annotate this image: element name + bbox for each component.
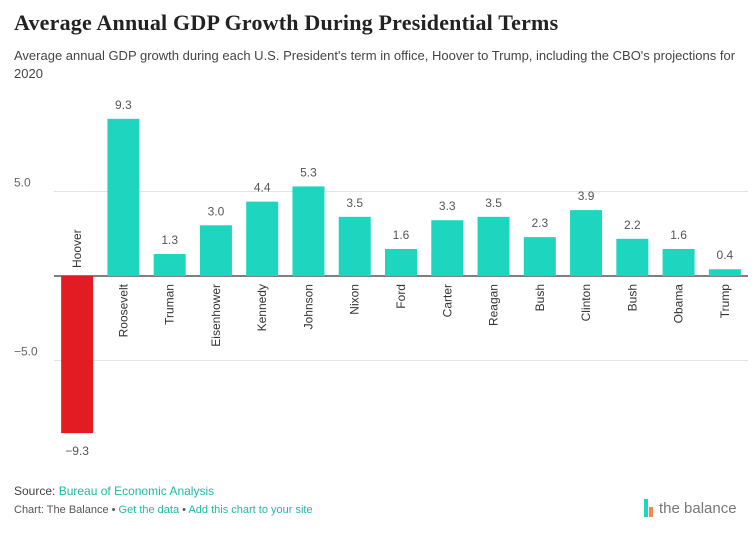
chart-subtitle: Average annual GDP growth during each U.…	[14, 48, 736, 81]
get-data-link[interactable]: Get the data	[118, 504, 180, 516]
category-label: Bush	[533, 284, 547, 311]
source-line: Source: Bureau of Economic Analysis	[14, 484, 214, 498]
category-label: Eisenhower	[209, 284, 223, 347]
bar	[385, 248, 417, 276]
bar	[246, 201, 279, 276]
value-label: 1.6	[670, 228, 687, 242]
y-tick-label: −5.0	[14, 345, 38, 359]
value-label: 3.5	[346, 196, 363, 210]
source-link[interactable]: Bureau of Economic Analysis	[58, 484, 215, 498]
brand-name: the balance	[659, 499, 737, 517]
credit-line: Chart: The Balance • Get the data • Add …	[14, 504, 313, 516]
value-label: 3.9	[578, 189, 595, 203]
category-label: Trump	[718, 284, 732, 319]
category-label: Carter	[440, 284, 454, 317]
y-tick-label: 5.0	[14, 176, 31, 190]
value-label: 3.0	[208, 204, 225, 218]
add-chart-link[interactable]: Add this chart to your site	[188, 504, 313, 516]
category-label: Clinton	[579, 284, 593, 321]
category-label: Reagan	[487, 284, 501, 326]
category-label: Ford	[394, 284, 408, 309]
bar	[477, 216, 510, 276]
bar-chart: 5.0 −5.0 −9.3 Hoover 9.3 Roosevelt 1.3 Truman 3.…	[14, 98, 748, 458]
value-label: 0.4	[717, 248, 734, 262]
balance-logo-icon	[644, 499, 653, 517]
value-label: 4.4	[254, 181, 271, 195]
bar	[616, 238, 649, 276]
bar	[338, 216, 371, 276]
bar	[570, 210, 603, 276]
bar	[61, 276, 94, 434]
value-label: 2.3	[531, 216, 548, 230]
bar-layer	[61, 118, 741, 434]
credit-prefix: Chart: The Balance •	[14, 504, 119, 516]
source-prefix: Source:	[14, 484, 59, 498]
value-label: −9.3	[65, 444, 89, 458]
category-label: Kennedy	[255, 284, 269, 331]
category-label: Johnson	[301, 284, 315, 329]
category-label: Roosevelt	[116, 283, 130, 337]
value-label: 3.3	[439, 199, 456, 213]
bar	[523, 237, 556, 276]
value-label: 1.3	[161, 233, 178, 247]
value-label: 5.3	[300, 165, 317, 179]
bar	[662, 248, 695, 276]
category-label: Bush	[625, 284, 639, 311]
label-layer: 5.0 −5.0 −9.3 Hoover 9.3 Roosevelt 1.3 Truman 3.…	[14, 98, 734, 458]
bar	[153, 254, 186, 276]
category-label: Hoover	[70, 229, 84, 268]
category-label: Obama	[672, 284, 686, 324]
category-label: Nixon	[348, 284, 362, 315]
value-label: 2.2	[624, 218, 641, 232]
category-label: Truman	[163, 284, 177, 325]
bar	[107, 118, 140, 276]
credit-separator: •	[179, 504, 189, 516]
value-label: 1.6	[393, 228, 410, 242]
value-label: 9.3	[115, 98, 132, 112]
value-label: 3.5	[485, 196, 502, 210]
bar	[708, 269, 741, 276]
bar	[431, 220, 464, 276]
bar	[292, 186, 325, 276]
chart-title: Average Annual GDP Growth During Preside…	[14, 10, 559, 35]
brand-logo: the balance	[644, 499, 737, 517]
bar	[199, 225, 232, 276]
